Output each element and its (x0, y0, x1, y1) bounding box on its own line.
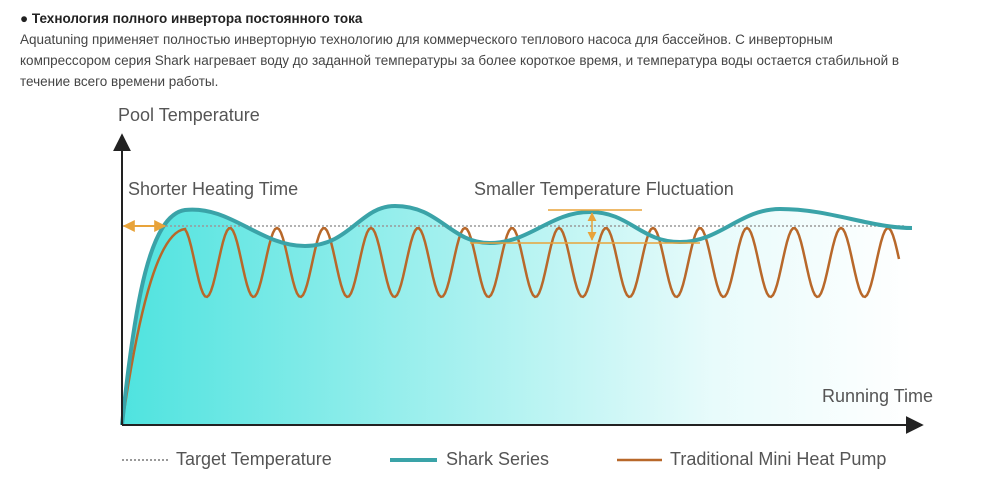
legend-entry: Traditional Mini Heat Pump (670, 449, 886, 469)
paragraph-line: Aquatuning применяет полностью инверторн… (20, 32, 833, 47)
header: ● Технология полного инвертора постоянно… (20, 8, 1007, 92)
legend-entry: Target Temperature (176, 449, 332, 469)
paragraph-line: компрессором серия Shark нагревает воду … (20, 53, 900, 68)
title: ● Технология полного инвертора постоянно… (20, 11, 363, 26)
y-axis-label: Pool Temperature (118, 105, 260, 125)
shark-area (122, 206, 912, 425)
legend-entry: Shark Series (446, 449, 549, 469)
traditional-curve (120, 226, 901, 426)
annotation: Shorter Heating Time (128, 179, 298, 199)
annotation: Smaller Temperature Fluctuation (474, 179, 734, 199)
x-axis-label: Running Time (822, 386, 933, 406)
shark-curve (120, 203, 913, 426)
paragraph-line: течение всего времени работы. (20, 74, 219, 89)
